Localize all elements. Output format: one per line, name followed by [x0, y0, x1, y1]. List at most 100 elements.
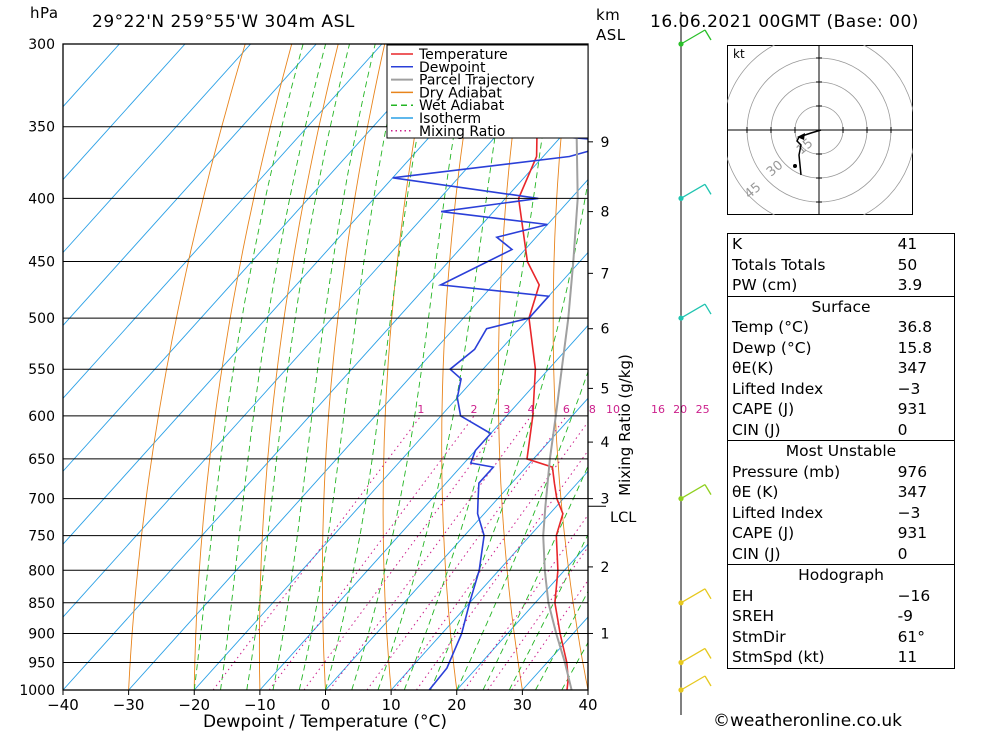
wet-adiabat-line — [246, 44, 350, 690]
mixing-ratio-tick-label: 3 — [503, 403, 510, 416]
mixing-ratio-tick-label: 4 — [528, 403, 535, 416]
wet-adiabat-line — [220, 44, 327, 690]
wet-adiabat-line — [482, 465, 588, 690]
pressure-tick-label: 350 — [28, 120, 55, 136]
index-row-k: K 41 — [732, 235, 918, 253]
mixing-ratio-tick-label: 8 — [589, 403, 596, 416]
index-row-tt: Totals Totals 50 — [732, 255, 918, 274]
legend-item: Mixing Ratio — [419, 124, 505, 140]
mixing-ratio-tick-label: 1 — [417, 403, 424, 416]
x-tick-label: 20 — [447, 696, 466, 714]
wet-adiabat-line — [535, 590, 588, 690]
x-tick-label: −10 — [244, 696, 276, 714]
mixing-ratio-line — [487, 546, 588, 690]
isotherm-line — [390, 470, 588, 690]
km-tick-label: 7 — [601, 266, 610, 282]
x-tick-label: −20 — [178, 696, 210, 714]
pressure-tick-label: 650 — [28, 452, 55, 468]
pressure-tick-label: 800 — [28, 563, 55, 579]
mixing-ratio-tick-label: 10 — [606, 403, 620, 416]
pressure-tick-label: 1000 — [19, 683, 55, 699]
pressure-tick-label: 550 — [28, 362, 55, 378]
pressure-tick-label: 450 — [28, 255, 55, 271]
wind-barb-shaft — [680, 183, 706, 199]
isotherm-line — [193, 251, 588, 690]
wind-barb-flag — [704, 29, 712, 41]
isotherm-line — [63, 44, 317, 327]
hodograph: kt 15 30 45 — [727, 45, 913, 215]
location-label: 29°22'N 259°55'W 304m ASL — [92, 12, 355, 32]
wind-barbs — [678, 12, 712, 715]
isotherm-line — [63, 44, 251, 254]
wet-adiabat-line — [193, 44, 304, 690]
km-tick-label: 4 — [601, 435, 610, 451]
wind-barb-shaft — [680, 647, 706, 664]
section-hodograph-title: Hodograph — [727, 564, 955, 586]
isotherm-line — [63, 44, 448, 472]
x-tick-label: 0 — [321, 696, 331, 714]
wind-barb-flag — [704, 648, 712, 659]
pressure-tick-label: 500 — [28, 311, 55, 327]
wind-barb-shaft — [680, 588, 706, 604]
pressure-unit-label: hPa — [30, 4, 59, 22]
isotherm-line — [456, 543, 588, 690]
x-tick-label: 10 — [382, 696, 401, 714]
wet-adiabat-line — [403, 44, 557, 690]
legend-item: Wet Adiabat — [419, 98, 505, 114]
legend-item: Parcel Trajectory — [419, 73, 535, 89]
indices-table: K 41 Totals Totals 50 PW (cm) 3.9 Surface T… — [727, 233, 955, 669]
wind-barb-flag — [704, 303, 712, 315]
mixing-ratio-axis-label: Mixing Ratio (g/kg) — [616, 354, 634, 496]
mixing-ratio-line — [394, 421, 588, 690]
wind-barb-flag — [704, 675, 712, 687]
isotherm-line — [325, 397, 588, 690]
wet-adiabat-line — [377, 44, 510, 690]
isotherm-line — [63, 44, 580, 618]
dewpoint-line — [392, 44, 588, 690]
pressure-tick-label: 850 — [28, 596, 55, 612]
x-tick-label: 40 — [578, 696, 597, 714]
x-tick-label: 30 — [513, 696, 532, 714]
mixing-ratio-tick-label: 6 — [563, 403, 570, 416]
km-tick-label: 6 — [601, 322, 610, 338]
isotherm-line — [63, 105, 588, 690]
legend-item: Isotherm — [419, 111, 481, 127]
mixing-ratio-line — [511, 579, 588, 690]
wind-barb-flag — [704, 484, 712, 495]
index-row-pw: PW (cm) 3.9 — [732, 276, 923, 294]
mixing-ratio-tick-label: 20 — [673, 403, 687, 416]
mixing-ratio-line — [366, 415, 567, 690]
km-tick-label: 8 — [601, 205, 610, 221]
section-surface-title: Surface — [727, 295, 955, 317]
mixing-ratio-tick-label: 25 — [696, 403, 710, 416]
asl-label: ASL — [596, 26, 626, 44]
wind-barb-flag — [704, 588, 712, 600]
isotherm-line — [63, 44, 514, 545]
legend-item: Temperature — [418, 47, 508, 63]
temperature-line — [517, 44, 570, 690]
lcl-label: LCL — [610, 510, 636, 526]
dry-adiabat-line — [658, 44, 720, 690]
legend-item: Dry Adiabat — [419, 85, 502, 101]
pressure-tick-label: 700 — [28, 492, 55, 508]
km-tick-label: 5 — [601, 381, 610, 397]
hodograph-unit: kt — [733, 47, 745, 61]
km-unit-label: km — [596, 6, 621, 24]
wet-adiabat-line — [508, 533, 588, 690]
pressure-tick-label: 300 — [28, 37, 55, 53]
isotherm-line — [128, 178, 588, 690]
km-tick-label: 9 — [601, 135, 610, 151]
mixing-ratio-line — [303, 415, 508, 690]
wind-barb-flag — [704, 184, 712, 195]
km-tick-label: 3 — [601, 492, 610, 508]
mixing-ratio-line — [329, 415, 532, 690]
wet-adiabat-line — [430, 179, 588, 690]
x-tick-label: −40 — [47, 696, 79, 714]
isotherm-line — [63, 44, 383, 400]
pressure-tick-label: 950 — [28, 655, 55, 671]
wind-barb-shaft — [680, 29, 706, 45]
pressure-tick-label: 900 — [28, 626, 55, 642]
credit-link[interactable]: ©weatheronline.co.uk — [713, 711, 903, 731]
